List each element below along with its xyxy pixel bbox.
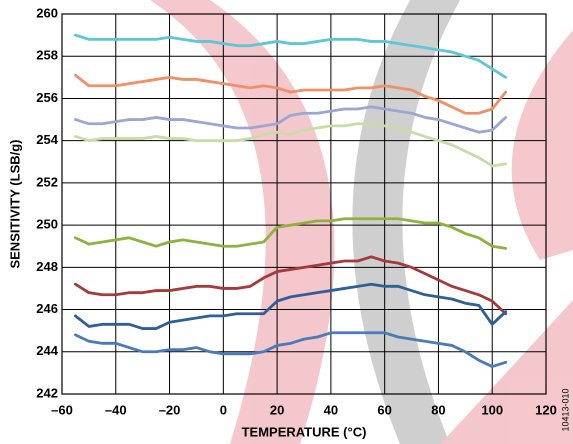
series-line	[74, 217, 508, 250]
watermark-shape	[440, 300, 573, 444]
y-tick-label: 254	[36, 132, 58, 147]
x-tick-label: 100	[481, 402, 503, 417]
x-tick-label: 0	[220, 402, 227, 417]
y-tick-label: 248	[36, 259, 58, 274]
figure-note: 10413-010	[560, 388, 570, 431]
series-line	[74, 33, 508, 79]
y-tick-label: 260	[36, 5, 58, 20]
series-line	[74, 122, 508, 168]
x-tick-label: –20	[159, 402, 181, 417]
plot-lines	[74, 33, 508, 368]
series-line	[74, 73, 508, 115]
y-axis-title: SENSITIVITY (LSB/g)	[7, 139, 22, 268]
y-tick-label: 250	[36, 217, 58, 232]
x-tick-label: –60	[51, 402, 73, 417]
watermark-shape	[511, 30, 573, 260]
y-tick-label: 252	[36, 174, 58, 189]
x-tick-label: 80	[431, 402, 445, 417]
x-tick-label: 120	[535, 402, 557, 417]
y-tick-label: 256	[36, 90, 58, 105]
tick-labels: 242 244 246 248 250 252 254 256 258 260 –60 –40 –20 0…	[36, 5, 557, 417]
series-line	[74, 331, 508, 368]
plot-frame	[61, 13, 547, 395]
series-line	[74, 255, 508, 316]
y-tick-label: 244	[36, 343, 58, 358]
watermark	[150, 0, 573, 444]
x-tick-label: 20	[270, 402, 284, 417]
watermark-shape	[352, 0, 460, 444]
watermark-shape	[150, 0, 335, 444]
y-tick-label: 258	[36, 48, 58, 63]
x-tick-label: 60	[377, 402, 391, 417]
series-line	[74, 282, 508, 330]
y-tick-label: 246	[36, 301, 58, 316]
x-tick-label: –40	[105, 402, 127, 417]
series-line	[74, 105, 508, 134]
x-tick-label: 40	[324, 402, 338, 417]
y-tick-label: 242	[36, 385, 58, 400]
x-axis-title: TEMPERATURE (°C)	[242, 424, 367, 439]
